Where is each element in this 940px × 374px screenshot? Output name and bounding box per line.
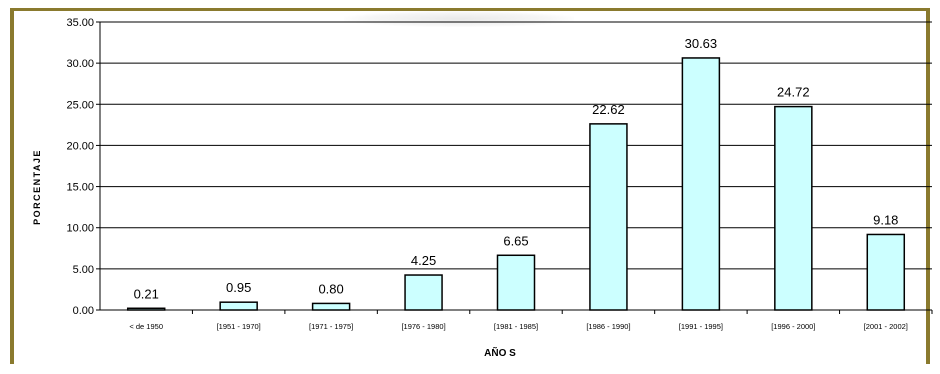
bar bbox=[311, 302, 351, 311]
bar bbox=[219, 301, 258, 311]
bar bbox=[774, 105, 813, 311]
y-tick-label: 0.00 bbox=[73, 305, 94, 317]
bar bbox=[404, 274, 443, 311]
y-tick-label: 15.00 bbox=[66, 182, 94, 194]
data-label: 4.25 bbox=[411, 253, 436, 268]
x-tick-label: [1951 - 1970] bbox=[217, 322, 261, 331]
bars bbox=[126, 57, 906, 311]
data-label: 22.62 bbox=[592, 102, 625, 117]
x-tick-label: [1981 - 1985] bbox=[494, 322, 538, 331]
y-tick-label: 25.00 bbox=[66, 99, 94, 111]
data-label: 0.95 bbox=[226, 280, 251, 295]
data-label: 6.65 bbox=[503, 233, 528, 248]
x-tick-label: [1986 - 1990] bbox=[586, 322, 630, 331]
x-tick-label: [2001 - 2002] bbox=[864, 322, 908, 331]
data-label: 30.63 bbox=[685, 36, 718, 51]
y-tick-label: 10.00 bbox=[66, 223, 94, 235]
data-labels: 0.21 0.95 0.80 4.25 6.65 22.62 30.63 24.72 9.18 bbox=[134, 36, 899, 301]
x-tick-label: [1991 - 1995] bbox=[679, 322, 723, 331]
data-label: 0.80 bbox=[318, 281, 343, 296]
data-label: 9.18 bbox=[873, 212, 898, 227]
y-tick-label: 5.00 bbox=[73, 264, 94, 276]
data-label: 24.72 bbox=[777, 85, 810, 100]
y-tick-label: 35.00 bbox=[66, 17, 94, 29]
bar bbox=[589, 123, 628, 311]
bar bbox=[866, 233, 906, 311]
bar bbox=[681, 57, 721, 311]
data-label: 0.21 bbox=[134, 286, 159, 301]
bar bbox=[496, 254, 536, 311]
y-tick-label: 30.00 bbox=[66, 58, 94, 70]
x-tick-label: [1996 - 2000] bbox=[771, 322, 815, 331]
axes: 0.00 5.00 10.00 15.00 20.00 25.00 30.00 35.00 < … bbox=[66, 17, 933, 331]
x-axis-label: AÑO S bbox=[484, 346, 516, 359]
x-tick-label: [1976 - 1980] bbox=[401, 322, 445, 331]
x-tick-label: [1971 - 1975] bbox=[309, 322, 353, 331]
y-axis-label: PORCENTAJE bbox=[32, 149, 42, 225]
y-tick-label: 20.00 bbox=[66, 140, 94, 152]
x-tick-label: < de 1950 bbox=[129, 322, 163, 331]
watermark-logo bbox=[344, 11, 574, 27]
